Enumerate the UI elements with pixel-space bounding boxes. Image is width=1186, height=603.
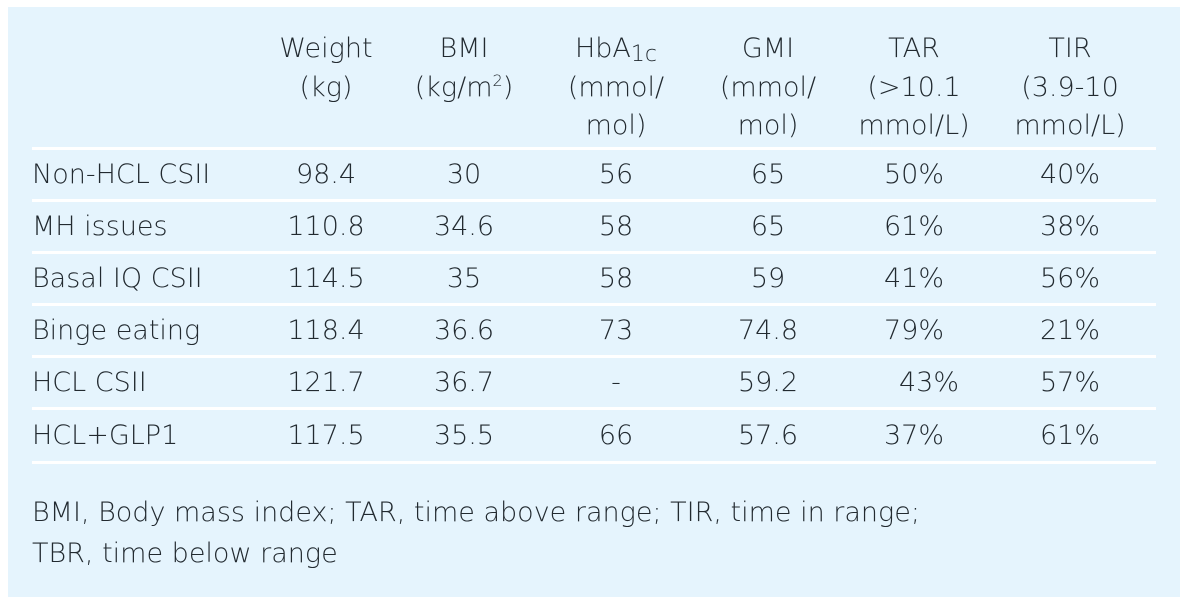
header-empty-cell: [32, 30, 264, 150]
cell-hba1c: 66: [540, 408, 692, 464]
header-tar-unit: mmol/L): [858, 110, 970, 141]
cell-weight: 98.4: [264, 148, 388, 202]
cell-tir: 21%: [984, 304, 1156, 358]
table-row: Non-HCL CSII 98.4 30 56 65 50% 40%: [32, 148, 1156, 202]
cell-tir: 61%: [984, 408, 1156, 464]
row-label: Non-HCL CSII: [32, 148, 264, 202]
cell-tar: 41%: [844, 252, 984, 306]
header-hba1c-subscript: 1c: [630, 42, 657, 67]
header-weight-title: Weight: [279, 33, 373, 64]
row-label: HCL+GLP1: [32, 408, 264, 464]
header-gmi-title: GMI: [741, 33, 795, 64]
header-hba1c-unit-line2: mol): [585, 110, 647, 141]
cell-weight: 118.4: [264, 304, 388, 358]
header-bmi-unit-close: ): [502, 71, 514, 103]
table-row: HCL+GLP1 117.5 35.5 66 57.6 37% 61%: [32, 408, 1156, 464]
cell-hba1c: 58: [540, 252, 692, 306]
cell-tar: 43%: [844, 356, 984, 410]
cell-tar: 61%: [844, 200, 984, 254]
header-weight: Weight (kg): [264, 30, 388, 150]
header-gmi-unit-line2: mol): [737, 110, 799, 141]
header-tar: TAR (>10.1 mmol/L): [844, 30, 984, 150]
table-footnote: BMI, Body mass index; TAR, time above ra…: [32, 492, 1132, 574]
cell-tar: 37%: [844, 408, 984, 464]
cell-hba1c: 56: [540, 148, 692, 202]
header-tar-title: TAR: [888, 33, 940, 64]
cell-weight: 117.5: [264, 408, 388, 464]
results-table: Weight (kg) BMI (kg/m2) HbA1c (mmol/ mol…: [32, 30, 1156, 464]
footnote-line: BMI, Body mass index; TAR, time above ra…: [32, 497, 920, 528]
cell-tir: 38%: [984, 200, 1156, 254]
cell-tir: 40%: [984, 148, 1156, 202]
header-gmi: GMI (mmol/ mol): [692, 30, 844, 150]
table-row: Binge eating 118.4 36.6 73 74.8 79% 21%: [32, 304, 1156, 358]
header-hba1c-unit-line1: (mmol/: [567, 71, 665, 103]
cell-gmi: 74.8: [692, 304, 844, 358]
row-label: Basal IQ CSII: [32, 252, 264, 306]
header-row: Weight (kg) BMI (kg/m2) HbA1c (mmol/ mol…: [32, 30, 1156, 150]
header-bmi-unit: (kg/m2): [388, 69, 540, 108]
cell-hba1c: -: [540, 356, 692, 410]
table-header: Weight (kg) BMI (kg/m2) HbA1c (mmol/ mol…: [32, 30, 1156, 150]
cell-gmi: 65: [692, 148, 844, 202]
header-tir-range: (3.9-10: [1021, 71, 1119, 103]
cell-hba1c: 73: [540, 304, 692, 358]
header-tar-range: (>10.1: [867, 71, 961, 103]
header-tir: TIR (3.9-10 mmol/L): [984, 30, 1156, 150]
cell-weight: 121.7: [264, 356, 388, 410]
table-row: HCL CSII 121.7 36.7 - 59.2 43% 57%: [32, 356, 1156, 410]
header-weight-unit: (kg): [299, 71, 353, 103]
header-hba1c: HbA1c (mmol/ mol): [540, 30, 692, 150]
cell-gmi: 57.6: [692, 408, 844, 464]
header-hba1c-title: HbA1c: [540, 30, 692, 69]
cell-tar: 79%: [844, 304, 984, 358]
table-row: Basal IQ CSII 114.5 35 58 59 41% 56%: [32, 252, 1156, 306]
header-bmi-title: BMI: [439, 33, 489, 64]
cell-tar: 50%: [844, 148, 984, 202]
cell-weight: 114.5: [264, 252, 388, 306]
table-panel: Weight (kg) BMI (kg/m2) HbA1c (mmol/ mol…: [8, 7, 1180, 597]
header-bmi: BMI (kg/m2): [388, 30, 540, 150]
cell-tir: 57%: [984, 356, 1156, 410]
header-bmi-unit-superscript: 2: [492, 70, 503, 90]
row-label: Binge eating: [32, 304, 264, 358]
cell-bmi: 36.7: [388, 356, 540, 410]
cell-gmi: 65: [692, 200, 844, 254]
cell-gmi: 59: [692, 252, 844, 306]
header-tir-title: TIR: [1048, 33, 1092, 64]
table-body: Non-HCL CSII 98.4 30 56 65 50% 40% MH is…: [32, 148, 1156, 464]
cell-bmi: 30: [388, 148, 540, 202]
header-tir-unit: mmol/L): [1014, 110, 1126, 141]
cell-bmi: 34.6: [388, 200, 540, 254]
row-label: MH issues: [32, 200, 264, 254]
cell-bmi: 35: [388, 252, 540, 306]
header-bmi-unit-base: (kg/m: [414, 71, 493, 103]
cell-hba1c: 58: [540, 200, 692, 254]
cell-bmi: 35.5: [388, 408, 540, 464]
cell-gmi: 59.2: [692, 356, 844, 410]
cell-tir: 56%: [984, 252, 1156, 306]
cell-bmi: 36.6: [388, 304, 540, 358]
header-hba1c-title-base: HbA: [574, 33, 631, 64]
header-gmi-unit-line1: (mmol/: [719, 71, 817, 103]
cell-weight: 110.8: [264, 200, 388, 254]
footnote-line: TBR, time below range: [32, 538, 338, 569]
row-label: HCL CSII: [32, 356, 264, 410]
table-row: MH issues 110.8 34.6 58 65 61% 38%: [32, 200, 1156, 254]
